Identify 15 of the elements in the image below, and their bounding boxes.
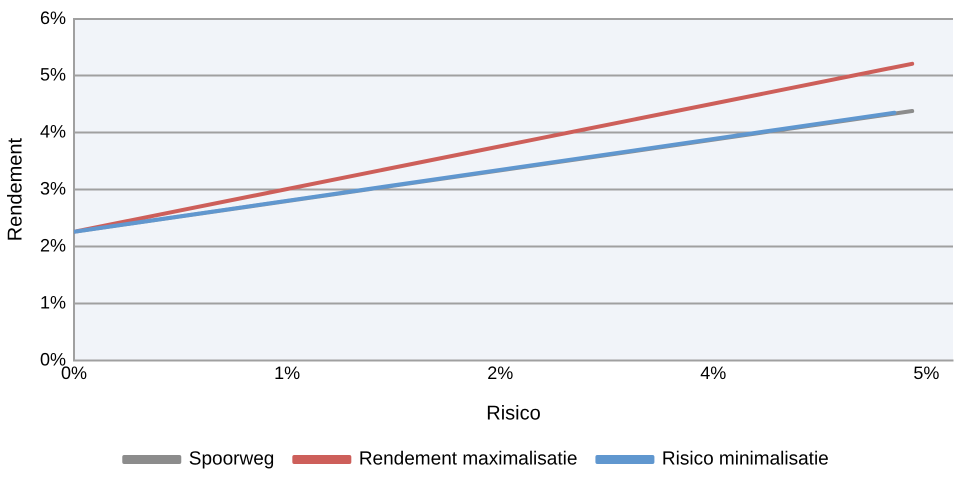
y-tick-label: 5% — [40, 64, 66, 85]
x-axis-title: Risico — [486, 402, 541, 425]
x-tick-label: 5% — [913, 363, 940, 384]
legend-label: Risico minimalisatie — [662, 448, 829, 470]
y-axis-title: Rendement — [4, 137, 27, 242]
y-tick-label: 6% — [40, 8, 66, 28]
y-tick-label: 2% — [40, 236, 66, 256]
y-tick-label: 1% — [40, 292, 66, 312]
x-tick-label: 1% — [274, 363, 300, 384]
x-tick-label: 2% — [487, 363, 514, 384]
y-tick-label: 4% — [40, 122, 66, 142]
y-tick-label: 3% — [40, 178, 66, 199]
x-tick-label: 4% — [700, 363, 726, 384]
legend-label: Spoorweg — [188, 448, 274, 470]
legend-label: Rendement maximalisatie — [358, 448, 578, 470]
